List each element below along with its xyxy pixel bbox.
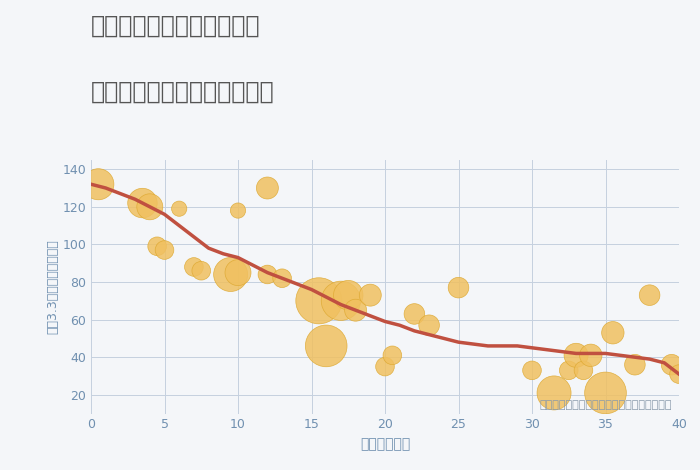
Point xyxy=(578,367,589,374)
Point xyxy=(600,389,611,397)
Point xyxy=(526,367,538,374)
Point xyxy=(225,271,237,278)
Point xyxy=(232,269,244,276)
Point xyxy=(314,297,325,305)
Point xyxy=(262,271,273,278)
Point xyxy=(195,267,207,274)
Point xyxy=(151,243,162,250)
Point xyxy=(549,389,560,397)
Point xyxy=(350,306,361,314)
Point xyxy=(563,367,574,374)
Point xyxy=(188,263,199,271)
X-axis label: 築年数（年）: 築年数（年） xyxy=(360,437,410,451)
Point xyxy=(232,207,244,214)
Point xyxy=(321,342,332,350)
Point xyxy=(585,352,596,359)
Point xyxy=(570,352,582,359)
Point xyxy=(174,205,185,212)
Point xyxy=(335,297,346,305)
Point xyxy=(276,274,288,282)
Point xyxy=(673,370,685,378)
Point xyxy=(644,291,655,299)
Y-axis label: 坪（3.3㎡）単価（万円）: 坪（3.3㎡）単価（万円） xyxy=(46,239,60,334)
Point xyxy=(409,310,420,318)
Point xyxy=(262,184,273,192)
Point xyxy=(424,321,435,329)
Point xyxy=(379,363,391,370)
Point xyxy=(608,329,619,337)
Point xyxy=(666,361,678,368)
Point xyxy=(365,291,376,299)
Point xyxy=(144,203,155,211)
Point xyxy=(453,284,464,291)
Point xyxy=(386,352,398,359)
Text: 円の大きさは、取引のあった物件面積を示す: 円の大きさは、取引のあった物件面積を示す xyxy=(539,400,672,410)
Point xyxy=(343,291,354,299)
Point xyxy=(136,199,148,207)
Point xyxy=(92,180,104,188)
Text: 築年数別中古マンション価格: 築年数別中古マンション価格 xyxy=(91,80,274,104)
Point xyxy=(629,361,641,368)
Text: 奈良県奈良市東登美ヶ丘の: 奈良県奈良市東登美ヶ丘の xyxy=(91,14,260,38)
Point xyxy=(159,246,170,254)
